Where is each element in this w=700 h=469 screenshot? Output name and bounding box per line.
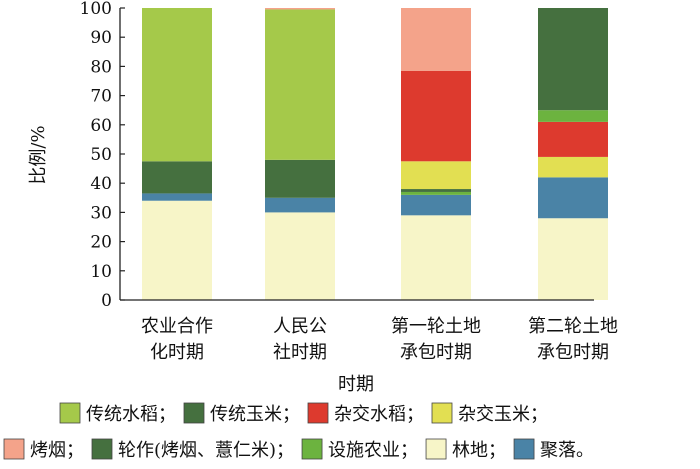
legend-label: 传统玉米； bbox=[210, 404, 300, 425]
legend-swatch bbox=[91, 438, 113, 460]
y-tick-label: 80 bbox=[90, 57, 112, 77]
bar-segment-3-5 bbox=[401, 161, 471, 190]
x-category-label: 第一轮土地 bbox=[391, 316, 481, 337]
bar-segment-4-2 bbox=[538, 177, 608, 219]
x-category-label: 人民公 bbox=[273, 316, 327, 337]
bar-segment-1-1 bbox=[142, 200, 212, 300]
y-tick-label: 70 bbox=[90, 87, 112, 107]
legend-label: 设施农业； bbox=[328, 440, 418, 461]
y-tick-label: 10 bbox=[90, 262, 112, 282]
x-category-label: 承包时期 bbox=[537, 342, 609, 363]
x-category-label: 化时期 bbox=[150, 342, 204, 363]
bars-layer bbox=[142, 8, 608, 300]
bar-segment-3-2 bbox=[401, 194, 471, 216]
bar-segment-2-4 bbox=[265, 159, 335, 198]
bar-segment-4-1 bbox=[538, 218, 608, 300]
bar-segment-3-1 bbox=[401, 215, 471, 300]
y-tick-label: 90 bbox=[90, 28, 112, 48]
legend-swatch bbox=[431, 402, 453, 424]
y-tick-label: 100 bbox=[80, 0, 112, 19]
y-tick-label: 60 bbox=[90, 116, 112, 136]
bar-segment-3-6 bbox=[401, 70, 471, 162]
bar-segment-2-1 bbox=[265, 212, 335, 300]
bar-segment-4-5 bbox=[538, 156, 608, 178]
legend-label: 杂交玉米； bbox=[458, 404, 548, 425]
legend-label: 林地； bbox=[452, 440, 506, 461]
x-category-label: 社时期 bbox=[273, 342, 327, 363]
y-axis-title: 比例/% bbox=[28, 125, 49, 184]
x-axis-title: 时期 bbox=[338, 374, 374, 395]
legend-swatch bbox=[513, 438, 535, 460]
bar-segment-4-6 bbox=[538, 121, 608, 157]
legend-swatch bbox=[183, 402, 205, 424]
y-ticks-layer: 0 10 20 30 40 50 60 70 80 90 100 bbox=[80, 0, 125, 311]
x-category-label: 第二轮土地 bbox=[528, 316, 618, 337]
legend-swatch bbox=[3, 438, 25, 460]
bar-segment-3-3 bbox=[401, 191, 471, 195]
legend-label: 杂交水稻； bbox=[334, 404, 424, 425]
bar-segment-1-4 bbox=[142, 161, 212, 194]
bar-segment-4-7 bbox=[538, 110, 608, 122]
bar-segment-1-2 bbox=[142, 193, 212, 201]
legend: 传统水稻； 传统玉米； 杂交水稻； 杂交玉米； 烤烟； 轮作(烤烟、薏仁米)； 设施农业； 林… bbox=[3, 402, 594, 461]
legend-label: 聚落。 bbox=[540, 440, 594, 461]
legend-swatch bbox=[59, 402, 81, 424]
bar-segment-2-9 bbox=[265, 9, 335, 160]
x-category-label: 承包时期 bbox=[400, 342, 472, 363]
legend-swatch bbox=[301, 438, 323, 460]
bar-segment-1-9 bbox=[142, 8, 212, 162]
legend-label: 轮作(烤烟、薏仁米)； bbox=[118, 440, 294, 461]
bar-segment-2-2 bbox=[265, 197, 335, 213]
bar-segment-4-8 bbox=[538, 8, 608, 111]
bar-segment-3-10 bbox=[401, 8, 471, 71]
legend-label: 烤烟； bbox=[30, 440, 84, 461]
bar-segment-3-4 bbox=[401, 189, 471, 192]
y-tick-label: 0 bbox=[101, 291, 112, 311]
y-tick-label: 40 bbox=[90, 174, 112, 194]
y-tick-label: 30 bbox=[90, 203, 112, 223]
bar-segment-2-10 bbox=[265, 8, 335, 10]
y-tick-label: 20 bbox=[90, 233, 112, 253]
legend-label: 传统水稻； bbox=[86, 404, 176, 425]
x-category-label: 农业合作 bbox=[141, 316, 213, 337]
legend-swatch bbox=[307, 402, 329, 424]
legend-swatch bbox=[425, 438, 447, 460]
y-tick-label: 50 bbox=[90, 145, 112, 165]
